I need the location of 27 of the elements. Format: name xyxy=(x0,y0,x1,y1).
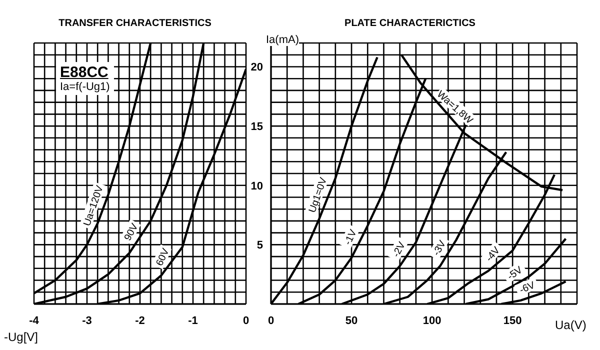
y-tick-label: 10 xyxy=(250,180,263,192)
x-tick-label: -3 xyxy=(82,314,92,327)
text: -2V xyxy=(390,240,408,260)
y-tick-label: 15 xyxy=(250,120,263,133)
x-tick-label: 0 xyxy=(242,314,250,327)
x-tick-label: 50 xyxy=(345,314,358,327)
annotation: E88CC xyxy=(60,64,110,81)
x-axis-title: -Ug[V] xyxy=(4,330,38,344)
x-tick-label: 150 xyxy=(503,314,522,327)
y-tick-label: 5 xyxy=(256,240,263,252)
y-tick-label: 20 xyxy=(250,62,263,74)
text: -3V xyxy=(431,238,449,258)
text: -4V xyxy=(484,244,503,264)
y-axis-title: Ia(mA) xyxy=(266,34,299,46)
text: 90V xyxy=(122,222,141,243)
x-tick-label: -4 xyxy=(29,314,40,327)
text: 60V xyxy=(154,246,172,268)
text: -1V xyxy=(342,228,360,247)
x-tick-label: -1 xyxy=(188,314,198,327)
x-tick-label: -2 xyxy=(135,314,145,327)
chart-title: TRANSFER CHARACTERISTICS xyxy=(58,18,212,29)
x-tick-label: 100 xyxy=(422,314,442,327)
x-axis-title: Ua(V) xyxy=(555,318,586,332)
annotation: Ia=f(-Ug1) xyxy=(60,81,110,93)
text: -5V xyxy=(506,264,525,283)
x-tick-label: 0 xyxy=(268,314,274,327)
chart-title: PLATE CHARACTERICTICS xyxy=(344,18,476,29)
